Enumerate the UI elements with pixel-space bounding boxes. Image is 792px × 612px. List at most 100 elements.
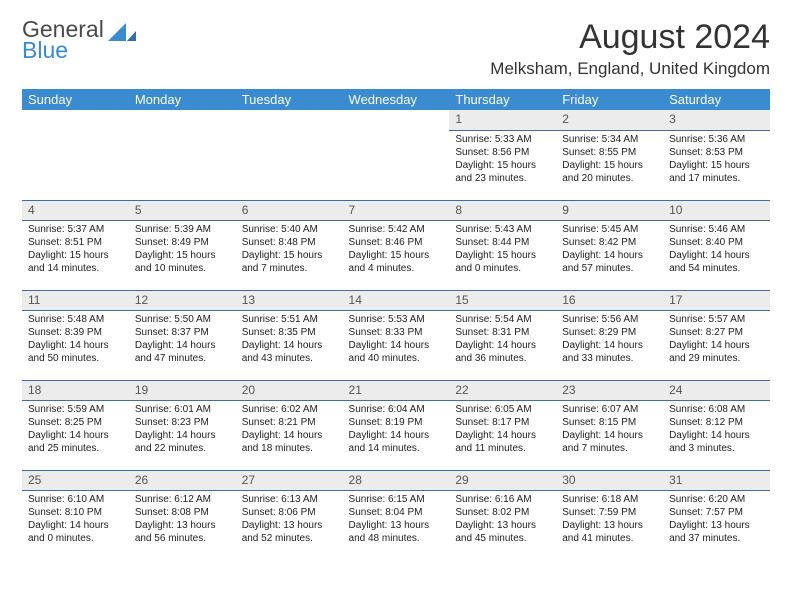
sunrise-text: Sunrise: 6:15 AM	[349, 493, 444, 506]
daylight-line1: Daylight: 15 hours	[135, 249, 230, 262]
day-body: Sunrise: 5:39 AMSunset: 8:49 PMDaylight:…	[129, 221, 236, 279]
day-body: Sunrise: 5:59 AMSunset: 8:25 PMDaylight:…	[22, 401, 129, 459]
sunrise-text: Sunrise: 5:59 AM	[28, 403, 123, 416]
day-body: Sunrise: 6:13 AMSunset: 8:06 PMDaylight:…	[236, 491, 343, 549]
sunset-text: Sunset: 8:12 PM	[669, 416, 764, 429]
daylight-line2: and 17 minutes.	[669, 172, 764, 185]
day-body: Sunrise: 6:02 AMSunset: 8:21 PMDaylight:…	[236, 401, 343, 459]
day-cell: 9Sunrise: 5:45 AMSunset: 8:42 PMDaylight…	[556, 200, 663, 290]
sunrise-text: Sunrise: 6:05 AM	[455, 403, 550, 416]
daylight-line2: and 29 minutes.	[669, 352, 764, 365]
day-body: Sunrise: 6:18 AMSunset: 7:59 PMDaylight:…	[556, 491, 663, 549]
sunset-text: Sunset: 8:19 PM	[349, 416, 444, 429]
sunrise-text: Sunrise: 5:40 AM	[242, 223, 337, 236]
daylight-line1: Daylight: 13 hours	[669, 519, 764, 532]
day-body: Sunrise: 5:37 AMSunset: 8:51 PMDaylight:…	[22, 221, 129, 279]
daylight-line1: Daylight: 14 hours	[669, 339, 764, 352]
day-cell: 27Sunrise: 6:13 AMSunset: 8:06 PMDayligh…	[236, 470, 343, 560]
dayhdr-sunday: Sunday	[22, 89, 129, 110]
week-row: 18Sunrise: 5:59 AMSunset: 8:25 PMDayligh…	[22, 380, 770, 470]
daylight-line1: Daylight: 15 hours	[242, 249, 337, 262]
daylight-line1: Daylight: 14 hours	[669, 429, 764, 442]
dayhdr-monday: Monday	[129, 89, 236, 110]
day-number: 27	[236, 471, 343, 492]
sunrise-text: Sunrise: 5:50 AM	[135, 313, 230, 326]
daylight-line1: Daylight: 14 hours	[455, 339, 550, 352]
day-body: Sunrise: 6:01 AMSunset: 8:23 PMDaylight:…	[129, 401, 236, 459]
daylight-line2: and 7 minutes.	[242, 262, 337, 275]
location: Melksham, England, United Kingdom	[490, 59, 770, 79]
sunset-text: Sunset: 8:21 PM	[242, 416, 337, 429]
day-body: Sunrise: 6:12 AMSunset: 8:08 PMDaylight:…	[129, 491, 236, 549]
sunset-text: Sunset: 8:37 PM	[135, 326, 230, 339]
sunset-text: Sunset: 8:40 PM	[669, 236, 764, 249]
sunrise-text: Sunrise: 6:18 AM	[562, 493, 657, 506]
day-number: 6	[236, 201, 343, 222]
daylight-line1: Daylight: 13 hours	[135, 519, 230, 532]
sunrise-text: Sunrise: 6:16 AM	[455, 493, 550, 506]
sunrise-text: Sunrise: 6:04 AM	[349, 403, 444, 416]
day-cell: 22Sunrise: 6:05 AMSunset: 8:17 PMDayligh…	[449, 380, 556, 470]
day-cell: 14Sunrise: 5:53 AMSunset: 8:33 PMDayligh…	[343, 290, 450, 380]
week-row: 4Sunrise: 5:37 AMSunset: 8:51 PMDaylight…	[22, 200, 770, 290]
day-number: 15	[449, 291, 556, 312]
daylight-line2: and 18 minutes.	[242, 442, 337, 455]
sunrise-text: Sunrise: 5:46 AM	[669, 223, 764, 236]
day-number: 20	[236, 381, 343, 402]
sunset-text: Sunset: 8:23 PM	[135, 416, 230, 429]
sunrise-text: Sunrise: 5:43 AM	[455, 223, 550, 236]
day-number: 7	[343, 201, 450, 222]
day-cell: 28Sunrise: 6:15 AMSunset: 8:04 PMDayligh…	[343, 470, 450, 560]
day-number: 13	[236, 291, 343, 312]
sunset-text: Sunset: 8:17 PM	[455, 416, 550, 429]
daylight-line1: Daylight: 14 hours	[455, 429, 550, 442]
day-cell: 3Sunrise: 5:36 AMSunset: 8:53 PMDaylight…	[663, 110, 770, 200]
day-number: 9	[556, 201, 663, 222]
daylight-line1: Daylight: 13 hours	[562, 519, 657, 532]
sunrise-text: Sunrise: 5:42 AM	[349, 223, 444, 236]
daylight-line1: Daylight: 14 hours	[242, 429, 337, 442]
sunset-text: Sunset: 8:04 PM	[349, 506, 444, 519]
day-cell: 10Sunrise: 5:46 AMSunset: 8:40 PMDayligh…	[663, 200, 770, 290]
sunset-text: Sunset: 8:46 PM	[349, 236, 444, 249]
daylight-line2: and 56 minutes.	[135, 532, 230, 545]
day-number: 4	[22, 201, 129, 222]
daylight-line2: and 0 minutes.	[28, 532, 123, 545]
daylight-line2: and 45 minutes.	[455, 532, 550, 545]
sunrise-text: Sunrise: 6:20 AM	[669, 493, 764, 506]
day-body: Sunrise: 6:15 AMSunset: 8:04 PMDaylight:…	[343, 491, 450, 549]
sunrise-text: Sunrise: 5:39 AM	[135, 223, 230, 236]
day-cell	[129, 110, 236, 200]
sunrise-text: Sunrise: 5:45 AM	[562, 223, 657, 236]
daylight-line2: and 10 minutes.	[135, 262, 230, 275]
day-number: 25	[22, 471, 129, 492]
daylight-line1: Daylight: 15 hours	[669, 159, 764, 172]
day-number: 12	[129, 291, 236, 312]
daylight-line2: and 25 minutes.	[28, 442, 123, 455]
sunset-text: Sunset: 8:44 PM	[455, 236, 550, 249]
daylight-line2: and 14 minutes.	[349, 442, 444, 455]
day-body: Sunrise: 5:57 AMSunset: 8:27 PMDaylight:…	[663, 311, 770, 369]
daylight-line2: and 20 minutes.	[562, 172, 657, 185]
daylight-line1: Daylight: 13 hours	[349, 519, 444, 532]
daylight-line1: Daylight: 14 hours	[562, 339, 657, 352]
day-number-empty	[129, 110, 236, 114]
day-cell: 12Sunrise: 5:50 AMSunset: 8:37 PMDayligh…	[129, 290, 236, 380]
day-number: 29	[449, 471, 556, 492]
daylight-line1: Daylight: 14 hours	[349, 429, 444, 442]
daylight-line2: and 54 minutes.	[669, 262, 764, 275]
sunset-text: Sunset: 8:02 PM	[455, 506, 550, 519]
daylight-line2: and 57 minutes.	[562, 262, 657, 275]
day-number: 30	[556, 471, 663, 492]
sunset-text: Sunset: 8:08 PM	[135, 506, 230, 519]
sunrise-text: Sunrise: 5:57 AM	[669, 313, 764, 326]
daylight-line1: Daylight: 14 hours	[28, 339, 123, 352]
daylight-line2: and 11 minutes.	[455, 442, 550, 455]
dayhdr-wednesday: Wednesday	[343, 89, 450, 110]
daylight-line2: and 23 minutes.	[455, 172, 550, 185]
day-body: Sunrise: 6:05 AMSunset: 8:17 PMDaylight:…	[449, 401, 556, 459]
day-number: 24	[663, 381, 770, 402]
day-cell: 31Sunrise: 6:20 AMSunset: 7:57 PMDayligh…	[663, 470, 770, 560]
sunset-text: Sunset: 8:15 PM	[562, 416, 657, 429]
daylight-line2: and 33 minutes.	[562, 352, 657, 365]
